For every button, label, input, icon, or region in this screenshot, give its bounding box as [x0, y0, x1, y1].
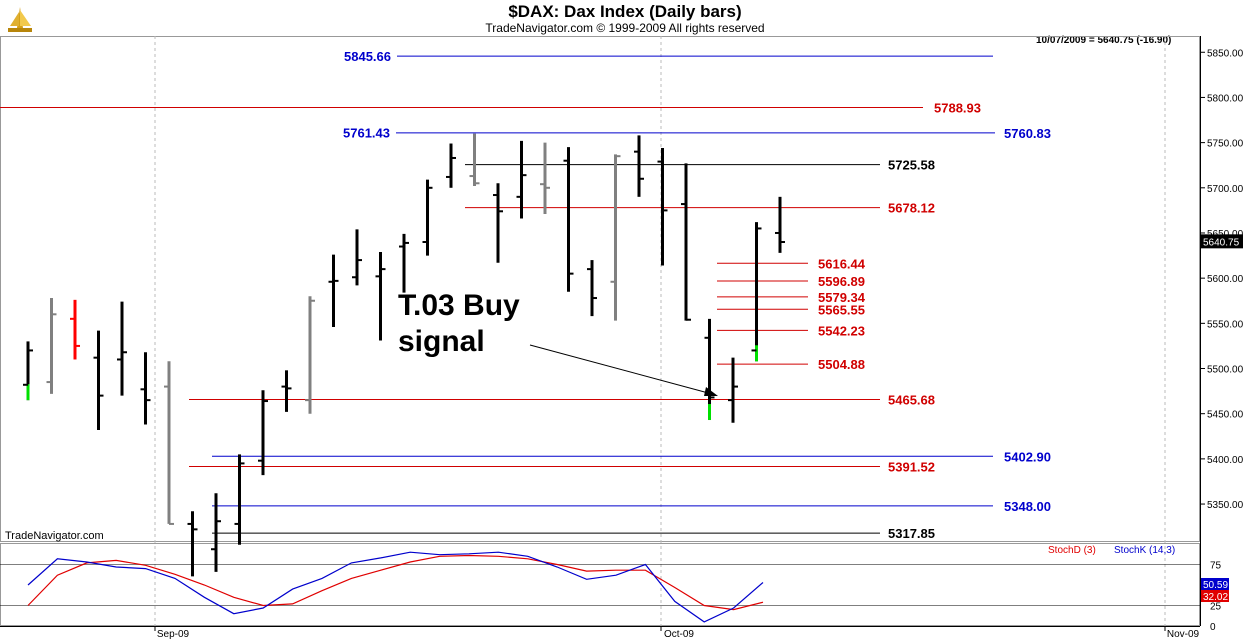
- annotation-line-1: T.03 Buy: [398, 289, 520, 322]
- level-label: 5504.88: [818, 357, 865, 372]
- last-price-box: [1201, 234, 1243, 249]
- level-label: 5465.68: [888, 393, 935, 408]
- level-label: 5542.23: [818, 323, 865, 338]
- stoch-tick-label: 0: [1210, 622, 1216, 633]
- stoch-d-label: StochD (3): [1048, 545, 1096, 556]
- stoch-d-line: [27, 554, 764, 611]
- trade-navigator-logo-icon: [8, 7, 32, 32]
- annotation-arrowhead: [704, 387, 718, 396]
- x-tick-label: Nov-09: [1167, 629, 1200, 640]
- x-tick-label: Oct-09: [664, 629, 694, 640]
- y-tick-label: 5550.00: [1207, 319, 1244, 330]
- y-tick-label: 5450.00: [1207, 410, 1244, 421]
- y-tick-label: 5500.00: [1207, 365, 1244, 376]
- y-tick-label: 5400.00: [1207, 455, 1244, 466]
- level-label: 5391.52: [888, 460, 935, 475]
- y-tick-label: 5700.00: [1207, 184, 1244, 195]
- y-tick-label: 5350.00: [1207, 500, 1244, 511]
- stoch-k-value-box: [1201, 578, 1229, 590]
- stoch-k-label: StochK (14,3): [1114, 545, 1176, 556]
- y-tick-label: 5800.00: [1207, 93, 1244, 104]
- annotation-line-2: signal: [398, 325, 485, 358]
- level-label: 5725.58: [888, 158, 935, 173]
- price-readout: 10/07/2009 = 5640.75 (-16.90): [1036, 35, 1172, 46]
- chart-title: $DAX: Dax Index (Daily bars): [508, 2, 742, 21]
- level-label: 5348.00: [1004, 499, 1051, 514]
- level-label: 5317.85: [888, 526, 935, 541]
- stoch-panel-frame: [0, 543, 1200, 626]
- y-tick-label: 5600.00: [1207, 274, 1244, 285]
- buy-signal-annotation: T.03 Buy signal: [398, 288, 598, 360]
- stoch-k-line: [27, 551, 764, 623]
- brand-watermark: TradeNavigator.com: [5, 530, 104, 542]
- stoch-d-value: 32.02: [1203, 592, 1228, 603]
- y-tick-label: 5750.00: [1207, 139, 1244, 150]
- level-label: 5616.44: [818, 256, 866, 271]
- x-tick-label: Sep-09: [157, 629, 190, 640]
- level-label: 5402.90: [1004, 449, 1051, 464]
- last-price-label: 5640.75: [1203, 237, 1240, 248]
- stoch-tick-label: 25: [1210, 602, 1222, 613]
- annotation-arrow-line: [529, 344, 713, 395]
- price-panel-frame: [0, 36, 1200, 542]
- stoch-d-value-box: [1201, 590, 1229, 602]
- stoch-k-value: 50.59: [1203, 580, 1228, 591]
- level-label: 5596.89: [818, 274, 865, 289]
- level-label: 5579.34: [818, 290, 866, 305]
- level-label: 5565.55: [818, 302, 865, 317]
- level-label: 5760.83: [1004, 126, 1051, 141]
- level-label: 5845.66: [344, 49, 391, 64]
- level-label: 5788.93: [934, 100, 981, 115]
- level-label: 5761.43: [343, 125, 390, 140]
- stoch-tick-label: 75: [1210, 561, 1222, 572]
- level-label: 5678.12: [888, 201, 935, 216]
- y-tick-label: 5850.00: [1207, 48, 1244, 59]
- copyright-notice: TradeNavigator.com © 1999-2009 All right…: [485, 21, 765, 35]
